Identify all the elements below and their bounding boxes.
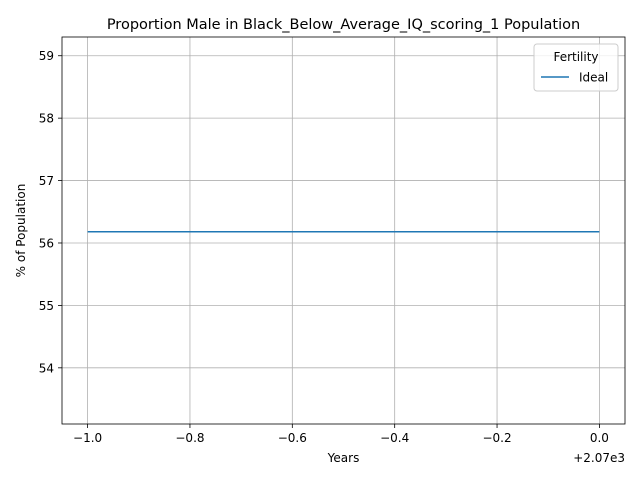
x-tick-label: −0.2 xyxy=(482,431,511,445)
x-tick-label: −0.4 xyxy=(380,431,409,445)
y-tick-label: 55 xyxy=(39,299,54,313)
y-tick-label: 59 xyxy=(39,49,54,63)
chart-title: Proportion Male in Black_Below_Average_I… xyxy=(107,17,580,33)
y-tick-label: 56 xyxy=(39,236,54,250)
axis-ticks: −1.0 −0.8 −0.6 −0.4 −0.2 0.0 54 55 56 57 58 59 xyxy=(39,49,609,445)
x-axis-title: Years xyxy=(327,451,360,465)
y-tick-label: 58 xyxy=(39,112,54,126)
legend-label-ideal: Ideal xyxy=(579,71,608,85)
x-tick-label: 0.0 xyxy=(590,431,609,445)
legend: Fertility Ideal xyxy=(533,43,619,92)
legend-title: Fertility xyxy=(553,50,598,64)
plot-area xyxy=(62,37,625,424)
y-tick-label: 57 xyxy=(39,174,54,188)
x-tick-label: −0.6 xyxy=(278,431,307,445)
x-tick-label: −1.0 xyxy=(73,431,102,445)
x-tick-label: −0.8 xyxy=(175,431,204,445)
grid-lines xyxy=(62,37,625,424)
x-axis-offset-label: +2.07e3 xyxy=(573,451,625,465)
y-axis-title: % of Population xyxy=(14,184,28,278)
y-tick-label: 54 xyxy=(39,361,54,375)
legend-box xyxy=(533,43,619,92)
plot-frame xyxy=(61,36,626,425)
